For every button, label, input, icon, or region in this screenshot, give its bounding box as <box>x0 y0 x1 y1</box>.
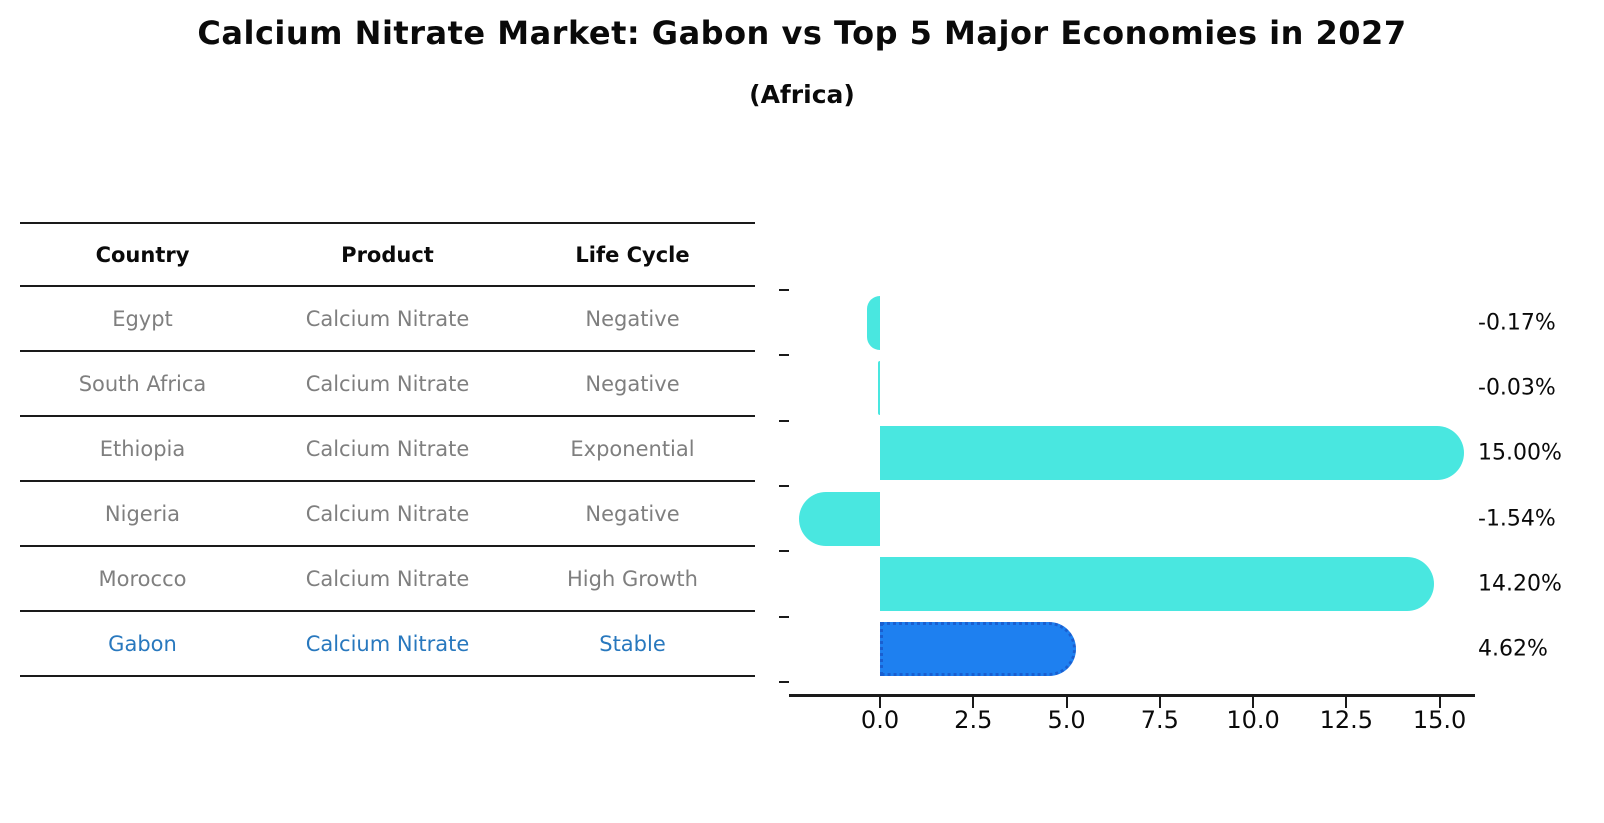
table-row-nigeria: Nigeria Calcium Nitrate Negative <box>20 482 755 547</box>
life-cycle-cell: Exponential <box>570 436 695 461</box>
y-tick-4 <box>779 550 789 553</box>
y-tick-1 <box>779 354 789 357</box>
x-tick-0.0 <box>879 697 882 708</box>
bar-morocco <box>880 556 1434 611</box>
x-tick-label-10.0: 10.0 <box>1226 706 1280 734</box>
table-row-ethiopia: Ethiopia Calcium Nitrate Exponential <box>20 417 755 482</box>
table-row-morocco: Morocco Calcium Nitrate High Growth <box>20 547 755 612</box>
product-cell: Calcium Nitrate <box>305 436 470 461</box>
bar-nigeria <box>798 491 880 546</box>
value-label-nigeria: -1.54% <box>1478 506 1556 532</box>
bar-ethiopia <box>880 426 1464 481</box>
x-tick-label-2.5: 2.5 <box>954 706 993 734</box>
value-label-ethiopia: 15.00% <box>1478 440 1562 466</box>
life-cycle-cell: Negative <box>585 501 680 526</box>
x-tick-12.5 <box>1345 697 1348 708</box>
country-cell: South Africa <box>78 371 207 396</box>
product-cell: Calcium Nitrate <box>305 566 470 591</box>
table-header-row: Country Product Life Cycle <box>20 224 755 287</box>
product-cell: Calcium Nitrate <box>305 306 470 331</box>
y-tick-3 <box>779 484 789 487</box>
life-cycle-cell: High Growth <box>567 566 698 591</box>
x-tick-label-7.5: 7.5 <box>1140 706 1179 734</box>
life-cycle-cell: Stable <box>599 631 666 656</box>
x-tick-15.0 <box>1438 697 1441 708</box>
value-label-morocco: 14.20% <box>1478 571 1562 597</box>
y-tick-0 <box>779 289 789 291</box>
y-tick-2 <box>779 419 789 422</box>
y-tick-6 <box>779 680 789 683</box>
x-tick-label-15.0: 15.0 <box>1412 706 1467 734</box>
table-row-egypt: Egypt Calcium Nitrate Negative <box>20 287 755 352</box>
x-tick-10.0 <box>1252 697 1255 708</box>
x-tick-7.5 <box>1158 697 1161 708</box>
x-axis-spine <box>789 694 1475 697</box>
table-row-south-africa: South Africa Calcium Nitrate Negative <box>20 352 755 417</box>
column-header-life-cycle: Life Cycle <box>575 242 690 267</box>
country-cell: Egypt <box>112 306 173 331</box>
life-cycle-cell: Negative <box>585 371 680 396</box>
value-label-gabon: 4.62% <box>1478 636 1548 662</box>
product-cell: Calcium Nitrate <box>305 371 470 396</box>
product-cell: Calcium Nitrate <box>305 631 470 656</box>
x-tick-label-5.0: 5.0 <box>1047 706 1086 734</box>
column-header-country: Country <box>95 242 190 267</box>
x-tick-label-12.5: 12.5 <box>1319 706 1374 734</box>
country-cell: Morocco <box>98 566 187 591</box>
y-tick-5 <box>779 615 789 618</box>
bar-gabon <box>880 622 1077 677</box>
x-tick-5.0 <box>1065 697 1068 708</box>
chart-title: Calcium Nitrate Market: Gabon vs Top 5 M… <box>197 14 1407 52</box>
comparison-table: Country Product Life Cycle Egypt Calcium Nit… <box>20 222 755 677</box>
bar-egypt <box>867 295 880 350</box>
x-tick-2.5 <box>972 697 975 708</box>
chart-subtitle: (Africa) <box>749 80 855 109</box>
value-label-south-africa: -0.03% <box>1478 375 1556 401</box>
table-row-gabon: Gabon Calcium Nitrate Stable <box>20 612 755 677</box>
country-cell: Ethiopia <box>99 436 186 461</box>
country-cell: Nigeria <box>104 501 181 526</box>
x-tick-label-0.0: 0.0 <box>860 706 900 734</box>
value-label-egypt: -0.17% <box>1478 310 1556 336</box>
country-cell: Gabon <box>108 631 177 656</box>
column-header-product: Product <box>341 242 434 267</box>
bar-south-africa <box>877 360 880 415</box>
product-cell: Calcium Nitrate <box>305 501 470 526</box>
life-cycle-cell: Negative <box>585 306 680 331</box>
